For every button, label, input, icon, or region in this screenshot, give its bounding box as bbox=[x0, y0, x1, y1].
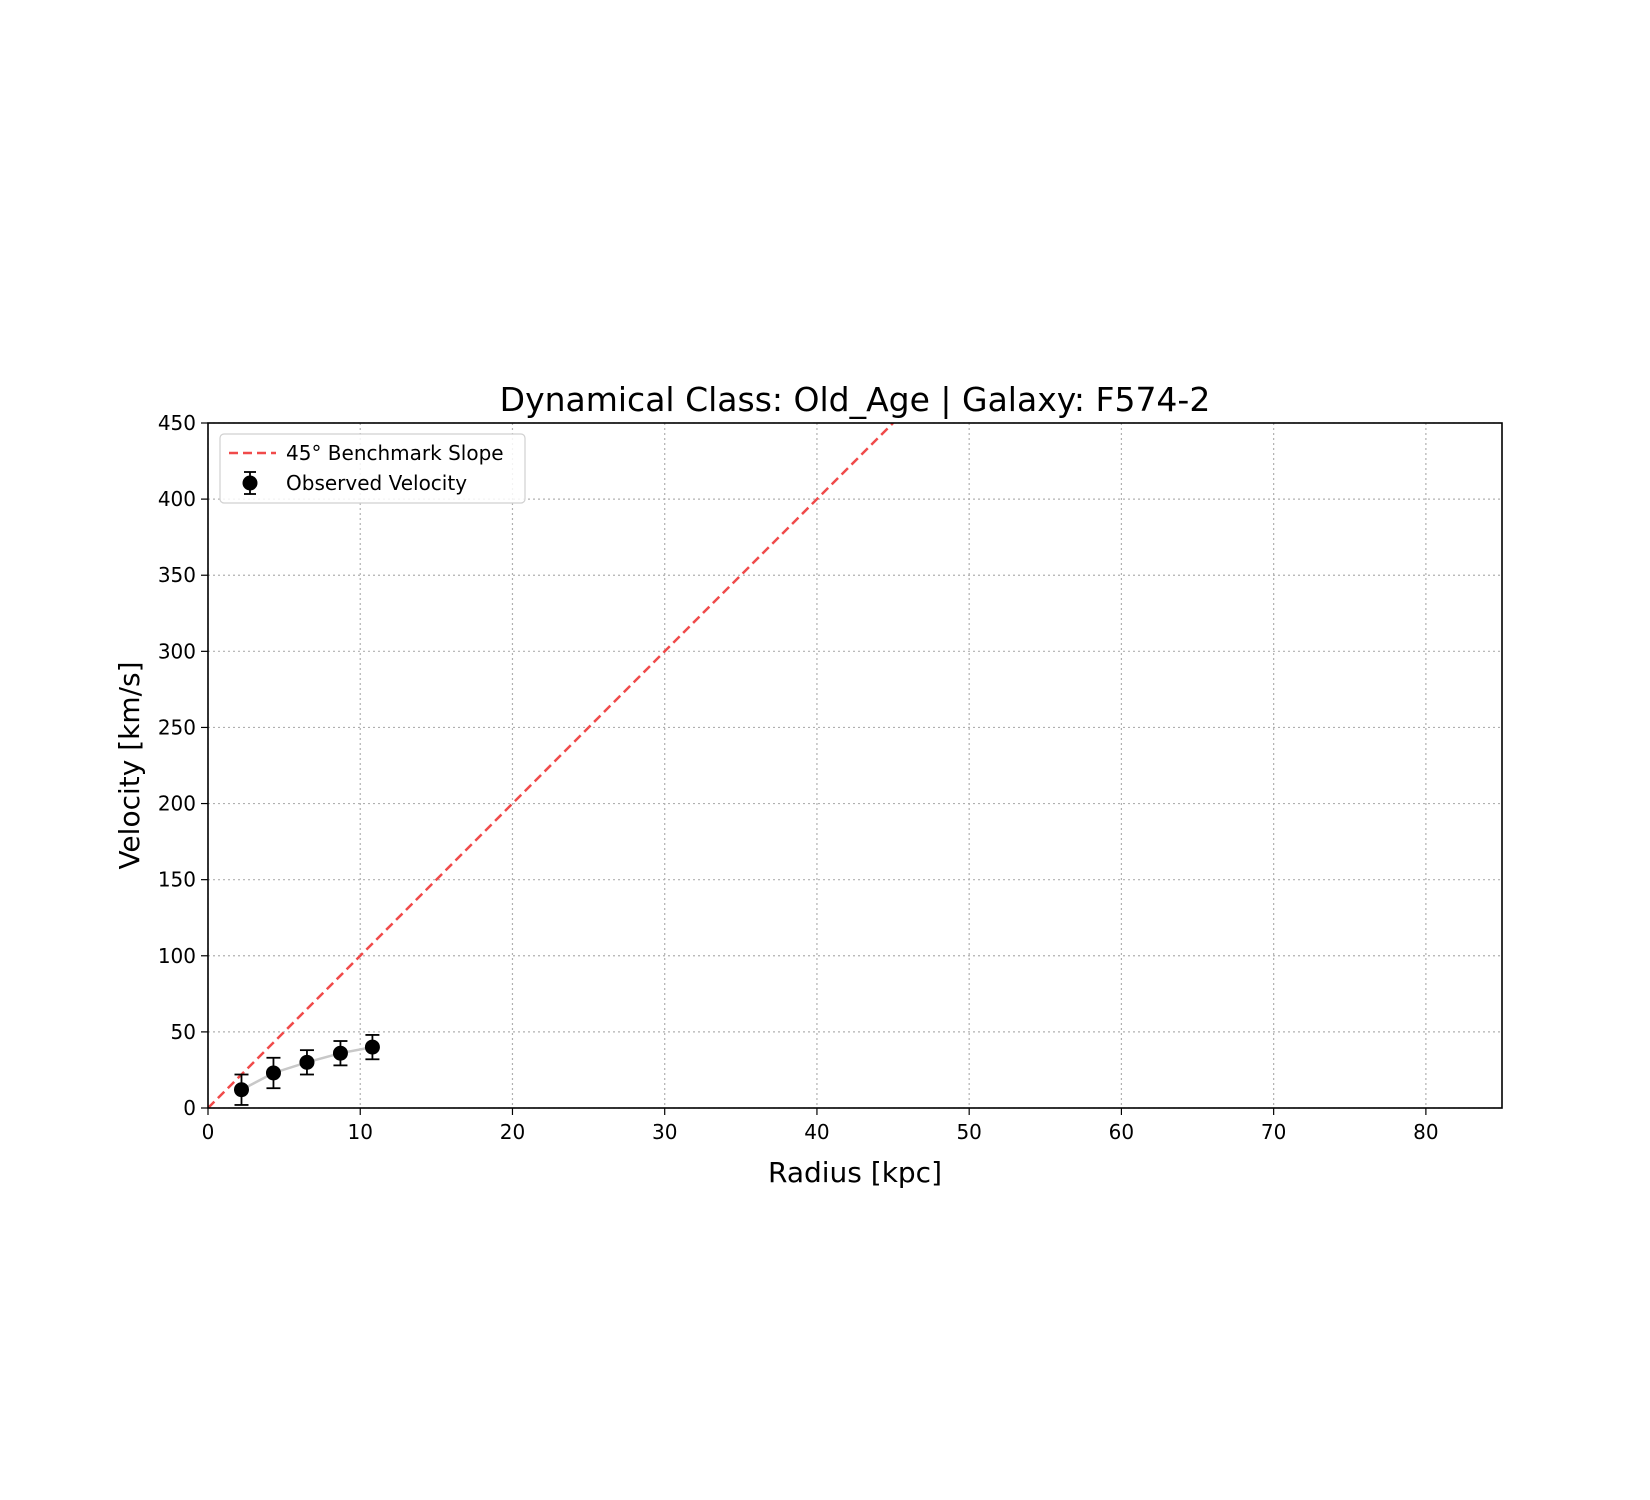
y-tick-label: 200 bbox=[158, 792, 196, 816]
data-point bbox=[299, 1054, 315, 1070]
legend-label-benchmark: 45° Benchmark Slope bbox=[286, 441, 504, 465]
series-layer bbox=[208, 423, 894, 1108]
y-tick-label: 350 bbox=[158, 563, 196, 587]
x-axis-title: Radius [kpc] bbox=[768, 1156, 942, 1189]
legend-observed-swatch bbox=[242, 471, 258, 495]
benchmark-slope-line bbox=[208, 423, 894, 1108]
x-tick-label: 10 bbox=[348, 1120, 373, 1144]
x-tick-label: 70 bbox=[1261, 1120, 1286, 1144]
y-tick-label: 450 bbox=[158, 411, 196, 435]
y-tick-label: 250 bbox=[158, 715, 196, 739]
data-point bbox=[364, 1039, 380, 1055]
grid-layer bbox=[207, 422, 1502, 1109]
legend-label-observed: Observed Velocity bbox=[286, 471, 467, 495]
y-tick-label: 50 bbox=[171, 1020, 196, 1044]
y-tick-label: 100 bbox=[158, 944, 196, 968]
data-point bbox=[233, 1082, 249, 1098]
y-tick-label: 300 bbox=[158, 639, 196, 663]
legend-box bbox=[219, 433, 526, 504]
legend: 45° Benchmark Slope Observed Velocity bbox=[219, 433, 526, 504]
x-tick-label: 50 bbox=[956, 1120, 981, 1144]
chart-title: Dynamical Class: Old_Age | Galaxy: F574-… bbox=[500, 380, 1211, 419]
data-point bbox=[332, 1045, 348, 1061]
ticks-layer: 0 10 20 30 40 50 60 70 80 0 50 100 150 200 250 300 350 40… bbox=[158, 411, 1439, 1144]
x-tick-label: 60 bbox=[1109, 1120, 1134, 1144]
x-tick-label: 80 bbox=[1413, 1120, 1438, 1144]
y-axis-title: Velocity [km/s] bbox=[113, 661, 146, 869]
x-tick-label: 20 bbox=[500, 1120, 525, 1144]
x-tick-label: 40 bbox=[804, 1120, 829, 1144]
y-tick-label: 150 bbox=[158, 868, 196, 892]
data-point bbox=[265, 1065, 281, 1081]
x-tick-label: 30 bbox=[652, 1120, 677, 1144]
x-tick-label: 0 bbox=[202, 1120, 215, 1144]
y-tick-label: 0 bbox=[183, 1096, 196, 1120]
y-tick-label: 400 bbox=[158, 487, 196, 511]
plot-area-frame bbox=[207, 422, 1503, 1109]
